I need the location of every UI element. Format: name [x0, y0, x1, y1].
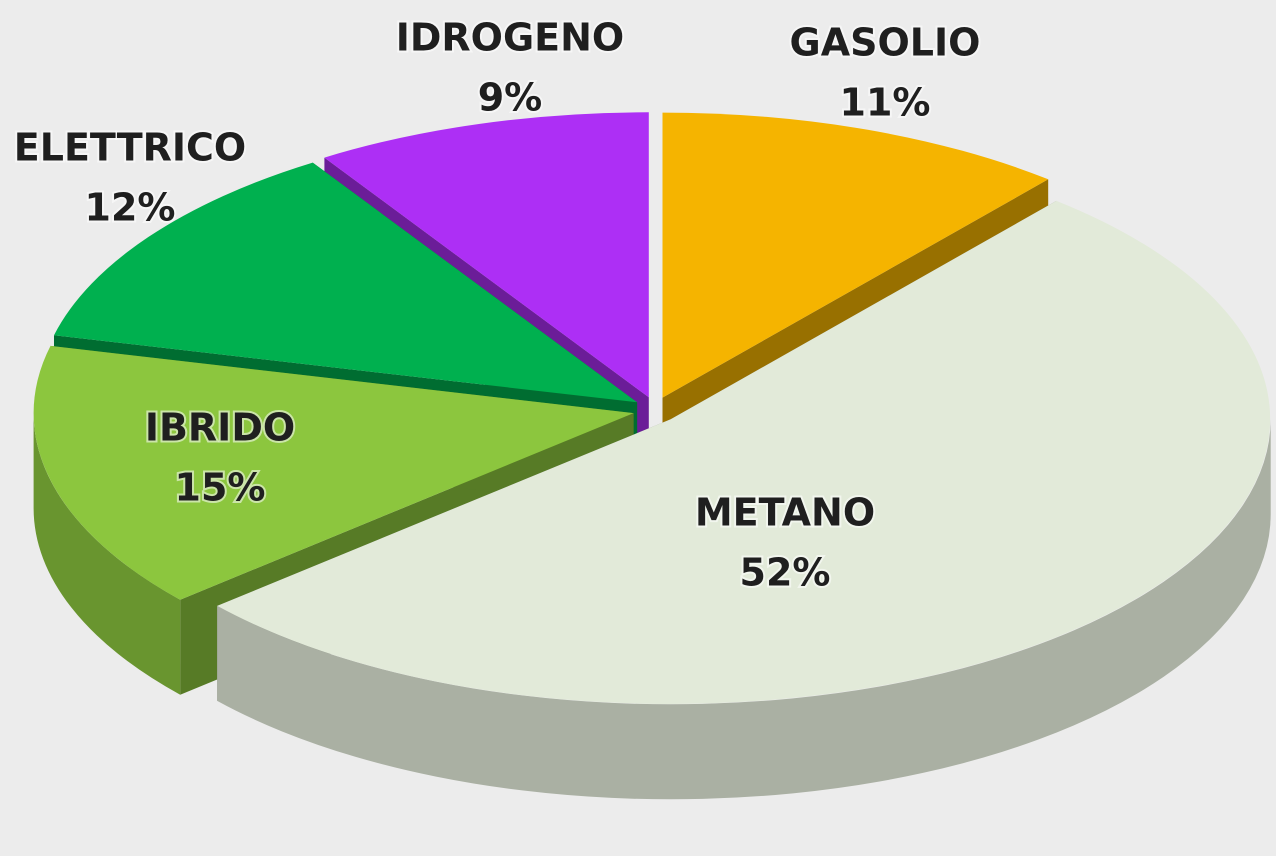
slice-value-label: 52%	[740, 551, 831, 595]
slice-label: ELETTRICO	[14, 126, 246, 170]
slice-label: IDROGENO	[396, 16, 625, 60]
slice-value-label: 9%	[478, 76, 543, 120]
slice-value-label: 15%	[175, 466, 266, 510]
slice-label: GASOLIO	[790, 21, 981, 65]
slice	[324, 112, 649, 398]
slice-label: IBRIDO	[145, 406, 295, 450]
slice-value-label: 11%	[840, 81, 931, 125]
slice	[662, 112, 1049, 398]
slice-wall	[33, 413, 181, 695]
slice	[33, 345, 634, 600]
slice	[217, 200, 1271, 704]
labels: GASOLIO 11% METANO 52% IBRIDO 15% ELETTRICO 12%…	[12, 14, 983, 597]
slice-wall	[217, 419, 1271, 800]
slice	[54, 162, 638, 403]
tops	[33, 112, 1271, 704]
slice-label: METANO	[695, 491, 875, 535]
slice-value-label: 12%	[85, 186, 176, 230]
